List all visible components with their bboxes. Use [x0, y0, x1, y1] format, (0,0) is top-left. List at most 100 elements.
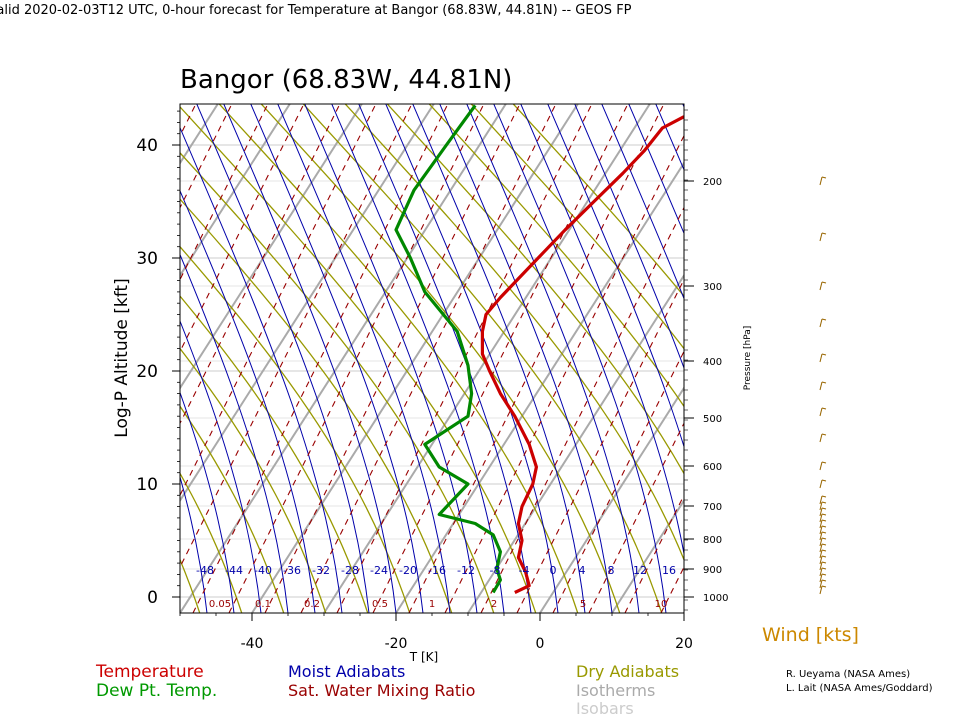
wind-barb-flag: [821, 531, 827, 534]
moist-adiabat-label: -24: [370, 564, 388, 577]
moist-adiabat-line: [331, 104, 505, 613]
wind-barb-flag: [821, 176, 827, 179]
wind-barb-flag: [821, 281, 827, 284]
dry-adiabat-line: [180, 347, 327, 613]
moist-adiabat-line: [601, 104, 684, 300]
dry-adiabat-line: [180, 472, 243, 613]
profile-series: [394, 104, 684, 594]
isotherm-line: [180, 104, 363, 390]
mixing-ratio-label: 0.1: [255, 599, 271, 610]
pressure-tick-label: 600: [703, 462, 722, 473]
wind-barb: [819, 567, 823, 577]
moist-adiabat-label: 0: [550, 564, 557, 577]
pressure-tick-label: 800: [703, 535, 722, 546]
wind-barb-flag: [821, 495, 827, 498]
mixing-ratio-line: [192, 104, 449, 613]
dry-adiabat-line: [180, 198, 453, 613]
moist-adiabat-line: [180, 609, 181, 613]
wind-barb: [819, 176, 823, 186]
mixing-ratio-line: [660, 565, 684, 613]
mixing-ratio-line: [228, 104, 485, 613]
legend-temperature: Temperature: [95, 662, 204, 682]
dry-adiabat-line: [428, 104, 684, 408]
dry-adiabat-line: [0, 44, 38, 633]
mixing-ratio-line: [444, 134, 684, 613]
dry-adiabat-line: [0, 44, 164, 633]
mixing-ratio-label: 0.2: [304, 599, 320, 610]
wind-barb: [819, 549, 823, 559]
wind-barb-flag: [821, 561, 827, 564]
moist-adiabat-label: -40: [254, 564, 272, 577]
moist-adiabat-line: [180, 391, 235, 613]
header-title: Valid 2020-02-03T12 UTC, 0-hour forecast…: [0, 3, 632, 18]
moist-adiabat-line: [180, 189, 316, 613]
wind-barb: [819, 531, 823, 541]
moist-adiabat-label: 4: [579, 564, 586, 577]
wind-barb-flag: [821, 549, 827, 552]
moist-adiabat-line: [574, 104, 684, 370]
pressure-tick-label: 900: [703, 565, 722, 576]
wind-barb: [819, 519, 823, 529]
dry-adiabat-line: [302, 104, 663, 613]
dry-adiabat-line: [512, 104, 684, 298]
mixing-ratio-line: [180, 104, 305, 353]
x-tick-label: -40: [241, 636, 264, 652]
wind-barb-flag: [821, 555, 827, 558]
mixing-ratio-line: [300, 104, 557, 613]
mixing-ratio-line: [180, 104, 413, 569]
mixing-ratio-line: [516, 278, 684, 613]
wind-barb: [819, 281, 823, 291]
moist-adiabat-line: [439, 104, 613, 613]
pressure-tick-label: 500: [703, 414, 722, 425]
pressure-axis-label: Pressure [hPa]: [743, 326, 753, 391]
wind-barb: [819, 353, 823, 363]
isotherm-line: [323, 104, 651, 613]
moist-adiabat-line: [180, 126, 343, 613]
moist-adiabat-line: [628, 104, 684, 235]
mixing-ratio-label: 5: [580, 599, 586, 610]
dry-adiabat-line: [180, 558, 201, 613]
moist-adiabat-line: [655, 104, 684, 171]
wind-barb-flag: [821, 433, 827, 436]
wind-barb: [819, 501, 823, 511]
wind-barb-flag: [821, 353, 827, 356]
wind-barb-flag: [821, 232, 827, 235]
isotherm-line: [539, 386, 684, 613]
moist-adiabat-label: 12: [633, 564, 647, 577]
moist-adiabat-label: -16: [428, 564, 446, 577]
moist-adiabat-line: [196, 104, 370, 613]
pressure-tick-label: 1000: [703, 593, 728, 604]
wind-barb: [819, 573, 823, 583]
wind-barb: [819, 555, 823, 565]
moist-adiabat-line: [0, 44, 128, 633]
wind-label: Wind [kts]: [762, 624, 859, 646]
moist-adiabat-labels: -48 -44 -40 -36 -32 -28 -24 -20 -16 -12 -8 -4 0 4 8 12 1…: [196, 564, 676, 577]
wind-barb: [819, 507, 823, 517]
legend-moist-adiabats: Moist Adiabats: [288, 662, 405, 681]
wind-barb: [819, 561, 823, 571]
wind-barb: [819, 407, 823, 417]
moist-adiabat-line: [180, 253, 289, 613]
wind-barb-flag: [821, 381, 827, 384]
pressure-tick-label: 400: [703, 357, 722, 368]
isotherm-line: [180, 104, 291, 278]
moist-adiabat-label: -48: [196, 564, 214, 577]
dry-adiabat-line: [218, 104, 579, 613]
wind-barb: [819, 318, 823, 328]
moist-adiabat-line: [385, 104, 559, 613]
y-tick-label: 20: [136, 362, 158, 382]
pressure-tick-label: 700: [703, 502, 722, 513]
wind-barb-flag: [821, 585, 827, 588]
y-tick-label: 0: [147, 588, 158, 608]
moist-adiabat-label: -8: [490, 564, 501, 577]
isotherm-line: [180, 104, 507, 613]
moist-adiabat-line: [412, 104, 586, 613]
credit-line-1: R. Ueyama (NASA Ames): [786, 669, 910, 680]
isotherm-line: [395, 161, 684, 613]
moist-adiabat-label: -28: [341, 564, 359, 577]
legend-isotherms: Isotherms: [576, 681, 655, 700]
mixing-ratio-line: [336, 104, 593, 613]
wind-barb-flag: [821, 579, 827, 582]
moist-adiabat-label: -12: [457, 564, 475, 577]
wind-barb: [819, 585, 823, 595]
